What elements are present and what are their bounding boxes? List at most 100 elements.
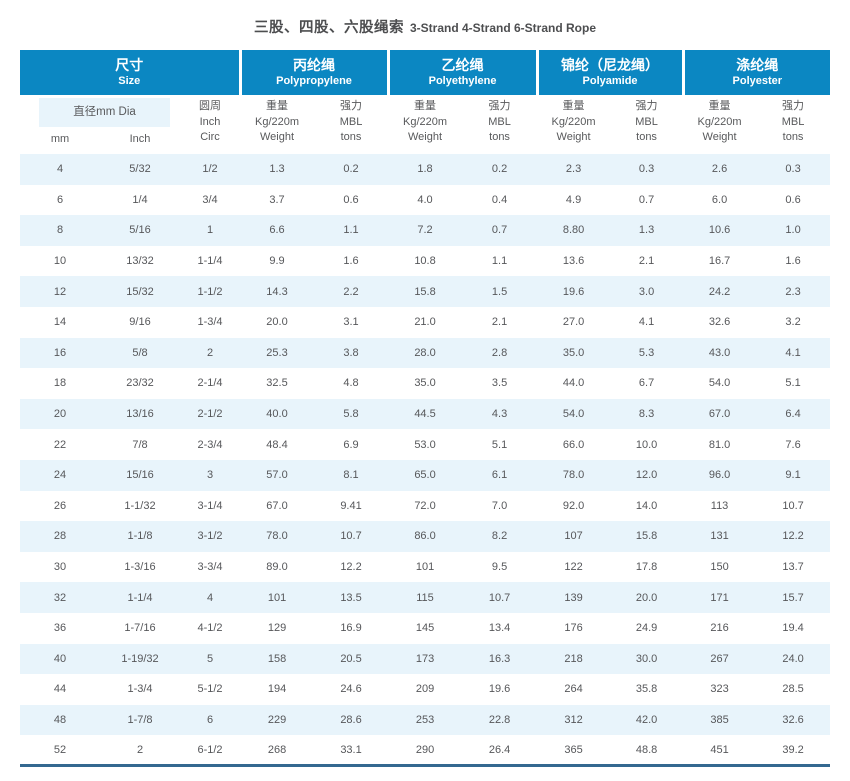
table-cell: 365 [564, 743, 583, 756]
table-cell: 5/8 [132, 346, 148, 359]
table-row: 28 1-1/8 3-1/2 78.0 10.7 86.0 8.2 107 15.8 131 12.… [20, 521, 831, 552]
table-cell: 9.5 [491, 561, 508, 574]
table-cell: 6.7 [638, 377, 655, 390]
table-cell: 2-1/4 [197, 377, 223, 390]
table-cell: 72.0 [414, 499, 436, 512]
table-cell: 312 [564, 713, 583, 726]
table-cell: 26 [53, 499, 67, 512]
table-cell: 0.7 [638, 193, 655, 206]
table-cell: 14.3 [266, 285, 288, 298]
page-title: 三股、四股、六股绳索 3-Strand 4-Strand 6-Strand Rop… [20, 16, 830, 37]
table-cell: 2.8 [491, 346, 508, 359]
table-cell: 96.0 [708, 469, 731, 482]
table-cell: 1.6 [785, 255, 801, 268]
table-cell: 2.2 [343, 285, 359, 298]
table-cell: 209 [415, 683, 435, 696]
table-cell: 24 [53, 469, 67, 482]
table-cell: 131 [710, 530, 729, 543]
table-cell: 1-1/4 [197, 255, 223, 268]
table-row: 48 1-7/8 6 229 28.6 253 22.8 312 42.0 385 32.6 [20, 704, 831, 736]
table-cell: 1.8 [417, 163, 433, 176]
table-cell: 1.3 [269, 163, 285, 176]
table-cell: 1-3/4 [127, 683, 153, 696]
table-cell: 0.2 [491, 163, 508, 176]
table-cell: 385 [710, 713, 729, 726]
table-cell: 12.2 [340, 561, 362, 574]
table-cell: 451 [710, 743, 729, 756]
table-cell: 40.0 [266, 408, 288, 421]
table-cell: 6.6 [269, 224, 285, 237]
table-row: 12 15/32 1-1/2 14.3 2.2 15.8 1.5 19.6 3.0 24.2 2.3 [20, 276, 831, 307]
table-row: 30 1-3/16 3-3/4 89.0 12.2 101 9.5 122 17.8 150 13.… [20, 552, 830, 583]
group-polyethylene-en: Polyethylene [428, 74, 497, 87]
table-cell: 176 [564, 622, 583, 635]
page-title-zh: 三股、四股、六股绳索 [253, 20, 404, 36]
table-cell: 16.7 [708, 255, 731, 268]
table-cell: 1/2 [202, 163, 218, 176]
table-cell: 22 [53, 438, 67, 451]
table-cell: 67.0 [708, 408, 731, 421]
diameter-header-cell: 直径mm Dia [20, 95, 180, 127]
weight-header-polyethylene: 重量 Kg/220m Weight [403, 100, 448, 144]
table-cell: 92.0 [562, 499, 585, 512]
header-group-polyethylene: 乙纶绳 Polyethylene [386, 50, 538, 95]
table-cell: 44.5 [414, 408, 436, 421]
table-cell: 0.3 [638, 163, 655, 176]
table-cell: 53.0 [414, 438, 436, 451]
table-cell: 32.6 [782, 713, 804, 726]
table-cell: 0.2 [343, 163, 359, 176]
table-cell: 35.8 [635, 683, 658, 696]
table-cell: 122 [564, 561, 583, 574]
group-polyester-zh: 涤纶绳 [736, 57, 779, 74]
table-cell: 43.0 [708, 346, 731, 359]
table-cell: 13/16 [126, 408, 154, 421]
table-cell: 6.1 [491, 469, 508, 482]
table-row: 24 15/16 3 57.0 8.1 65.0 6.1 78.0 12.0 96.0 9.1 [20, 459, 831, 491]
table-cell: 22.8 [488, 713, 511, 726]
table-cell: 16.9 [340, 622, 362, 635]
table-cell: 6 [56, 193, 64, 206]
table-cell: 150 [710, 561, 729, 574]
table-row: 8 5/16 1 6.6 1.1 7.2 0.7 8.80 1.3 10.6 1.0 [20, 215, 831, 246]
table-cell: 107 [564, 530, 583, 543]
table-cell: 6.0 [711, 193, 728, 206]
table-cell: 78.0 [562, 469, 585, 482]
table-cell: 26.4 [488, 743, 511, 756]
table-cell: 9.41 [340, 499, 362, 512]
table-cell: 2 [206, 346, 214, 359]
table-cell: 3.5 [491, 377, 508, 390]
table-row: 44 1-3/4 5-1/2 194 24.6 209 19.6 264 35.8 323 28.5 [20, 674, 830, 705]
table-cell: 1-7/8 [127, 713, 153, 726]
table-cell: 8.2 [491, 530, 508, 543]
table-cell: 10 [53, 255, 67, 268]
table-row: 26 1-1/32 3-1/4 67.0 9.41 72.0 7.0 92.0 14.0 113 1… [20, 491, 830, 522]
table-cell: 10.7 [340, 530, 362, 543]
unit-header-row: mm Inch [20, 127, 830, 154]
table-cell: 129 [267, 622, 287, 635]
table-cell: 28.0 [414, 346, 436, 359]
table-cell: 158 [267, 652, 287, 665]
table-cell: 23/32 [126, 377, 154, 390]
table-cell: 4.9 [565, 193, 582, 206]
table-cell: 39.2 [782, 743, 804, 756]
mbl-header-polyester: 强力 MBL tons [781, 100, 805, 144]
rope-spec-table: 尺寸 Size 丙纶绳 Polypropylene 乙纶绳 Polyethyle… [20, 50, 831, 768]
table-cell: 1-1/4 [127, 591, 153, 604]
table-cell: 27.0 [562, 316, 585, 329]
header-group-polyamide: 锦纶（尼龙绳） Polyamide [535, 50, 684, 95]
table-cell: 115 [416, 591, 434, 604]
table-cell: 2.3 [565, 163, 582, 176]
table-cell: 65.0 [414, 469, 436, 482]
table-cell: 1.0 [785, 224, 801, 237]
table-cell: 10.6 [708, 224, 731, 237]
table-cell: 5.8 [343, 408, 359, 421]
table-cell: 20.5 [340, 652, 362, 665]
table-cell: 15/16 [126, 469, 154, 482]
table-cell: 19.6 [488, 683, 511, 696]
table-cell: 21.0 [414, 316, 436, 329]
table-cell: 2.6 [711, 163, 728, 176]
table-cell: 0.6 [343, 193, 359, 206]
table-cell: 1-1/8 [127, 530, 153, 543]
table-cell: 9.9 [269, 255, 285, 268]
